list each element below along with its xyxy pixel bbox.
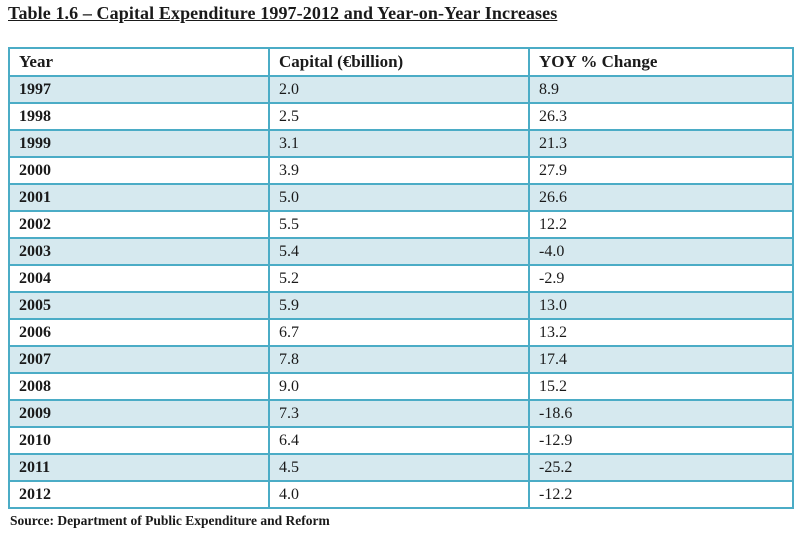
year-cell: 2000 bbox=[8, 156, 270, 185]
year-cell: 2002 bbox=[8, 210, 270, 239]
year-cell: 1997 bbox=[8, 75, 270, 104]
capital-cell: 5.9 bbox=[268, 291, 530, 320]
table-row: 2011 4.5 -25.2 bbox=[8, 453, 794, 482]
table-row: 1998 2.5 26.3 bbox=[8, 102, 794, 131]
table-row: 2009 7.3 -18.6 bbox=[8, 399, 794, 428]
table-row: 1997 2.0 8.9 bbox=[8, 75, 794, 104]
capital-cell: 3.9 bbox=[268, 156, 530, 185]
table-row: 1999 3.1 21.3 bbox=[8, 129, 794, 158]
column-header-capital: Capital (€billion) bbox=[268, 47, 530, 77]
capital-cell: 7.3 bbox=[268, 399, 530, 428]
capital-cell: 5.0 bbox=[268, 183, 530, 212]
capital-cell: 2.5 bbox=[268, 102, 530, 131]
year-cell: 2012 bbox=[8, 480, 270, 509]
year-cell: 2009 bbox=[8, 399, 270, 428]
table-row: 2004 5.2 -2.9 bbox=[8, 264, 794, 293]
table-row: 2010 6.4 -12.9 bbox=[8, 426, 794, 455]
table-row: 2008 9.0 15.2 bbox=[8, 372, 794, 401]
capital-cell: 6.7 bbox=[268, 318, 530, 347]
table-row: 2003 5.4 -4.0 bbox=[8, 237, 794, 266]
year-cell: 2006 bbox=[8, 318, 270, 347]
yoy-cell: 21.3 bbox=[528, 129, 794, 158]
yoy-cell: 27.9 bbox=[528, 156, 794, 185]
year-cell: 2011 bbox=[8, 453, 270, 482]
capital-cell: 3.1 bbox=[268, 129, 530, 158]
yoy-cell: -4.0 bbox=[528, 237, 794, 266]
table-row: 2007 7.8 17.4 bbox=[8, 345, 794, 374]
year-cell: 2008 bbox=[8, 372, 270, 401]
yoy-cell: -25.2 bbox=[528, 453, 794, 482]
table-title: Table 1.6 – Capital Expenditure 1997-201… bbox=[8, 3, 558, 23]
capital-cell: 5.2 bbox=[268, 264, 530, 293]
capital-cell: 4.5 bbox=[268, 453, 530, 482]
capital-cell: 5.5 bbox=[268, 210, 530, 239]
column-header-yoy: YOY % Change bbox=[528, 47, 794, 77]
yoy-cell: 12.2 bbox=[528, 210, 794, 239]
capital-cell: 4.0 bbox=[268, 480, 530, 509]
table-row: 2006 6.7 13.2 bbox=[8, 318, 794, 347]
header-row: Year Capital (€billion) YOY % Change bbox=[8, 47, 794, 77]
yoy-cell: 17.4 bbox=[528, 345, 794, 374]
yoy-cell: 15.2 bbox=[528, 372, 794, 401]
year-cell: 1999 bbox=[8, 129, 270, 158]
year-cell: 2005 bbox=[8, 291, 270, 320]
capital-cell: 6.4 bbox=[268, 426, 530, 455]
yoy-cell: -18.6 bbox=[528, 399, 794, 428]
table-row: 2012 4.0 -12.2 bbox=[8, 480, 794, 509]
capital-expenditure-table: Year Capital (€billion) YOY % Change 199… bbox=[8, 47, 794, 509]
yoy-cell: -12.2 bbox=[528, 480, 794, 509]
yoy-cell: -12.9 bbox=[528, 426, 794, 455]
table-row: 2000 3.9 27.9 bbox=[8, 156, 794, 185]
year-cell: 2003 bbox=[8, 237, 270, 266]
table-row: 2002 5.5 12.2 bbox=[8, 210, 794, 239]
capital-cell: 2.0 bbox=[268, 75, 530, 104]
column-header-year: Year bbox=[8, 47, 270, 77]
year-cell: 2004 bbox=[8, 264, 270, 293]
year-cell: 2007 bbox=[8, 345, 270, 374]
yoy-cell: -2.9 bbox=[528, 264, 794, 293]
capital-cell: 7.8 bbox=[268, 345, 530, 374]
yoy-cell: 8.9 bbox=[528, 75, 794, 104]
capital-cell: 9.0 bbox=[268, 372, 530, 401]
yoy-cell: 13.2 bbox=[528, 318, 794, 347]
table-row: 2005 5.9 13.0 bbox=[8, 291, 794, 320]
year-cell: 2010 bbox=[8, 426, 270, 455]
table-row: 2001 5.0 26.6 bbox=[8, 183, 794, 212]
year-cell: 1998 bbox=[8, 102, 270, 131]
yoy-cell: 13.0 bbox=[528, 291, 794, 320]
source-note: Source: Department of Public Expenditure… bbox=[10, 513, 330, 528]
yoy-cell: 26.3 bbox=[528, 102, 794, 131]
yoy-cell: 26.6 bbox=[528, 183, 794, 212]
year-cell: 2001 bbox=[8, 183, 270, 212]
capital-cell: 5.4 bbox=[268, 237, 530, 266]
